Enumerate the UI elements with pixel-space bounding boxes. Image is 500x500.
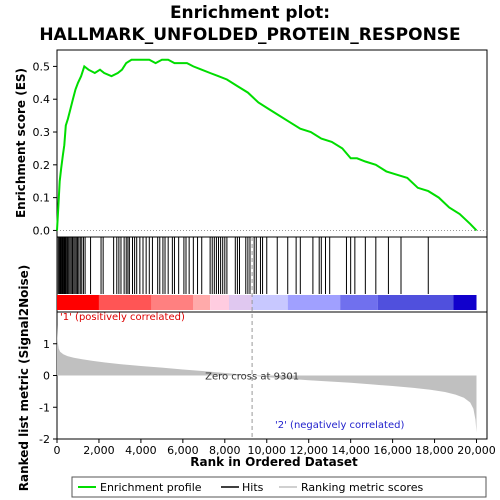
rank-x-tick-label: 16,000: [373, 444, 412, 457]
es-y-tick-label: 0.3: [33, 126, 51, 139]
enrichment-score-panel: 0.0 0.1 0.2 0.3 0.4 0.5 Enrichment score (ES): [14, 49, 488, 238]
ranking-colorbar: [57, 295, 477, 310]
chart-title-line2: HALLMARK_UNFOLDED_PROTEIN_RESPONSE: [39, 25, 460, 45]
colorbar-segment: [98, 295, 152, 310]
ranking-metric-area: [57, 324, 477, 433]
rank-x-tick-label: 6,000: [167, 444, 199, 457]
negative-correlation-label: '2' (negatively correlated): [275, 420, 404, 431]
es-y-tick-label: 0.5: [33, 60, 51, 73]
enrichment-profile-line: [56, 58, 478, 232]
rank-x-tick-label: 14,000: [331, 444, 370, 457]
metric-y-axis: -2 -1 0 1: [39, 338, 57, 446]
colorbar-segment: [193, 295, 211, 310]
es-y-tick-label: 0.0: [33, 224, 51, 237]
hits-panel: [56, 236, 488, 313]
metric-x-axis-title: Rank in Ordered Dataset: [190, 455, 358, 469]
rank-x-tick-label: 20,000: [457, 444, 496, 457]
colorbar-segment: [340, 295, 378, 310]
colorbar-segment: [210, 295, 229, 310]
rank-x-tick-label: 0: [54, 444, 61, 457]
metric-y-tick-label: 0: [43, 370, 50, 383]
es-y-axis-title: Enrichment score (ES): [14, 68, 28, 218]
es-y-axis: 0.0 0.1 0.2 0.3 0.4 0.5: [33, 60, 487, 237]
metric-y-tick-label: -1: [39, 401, 50, 414]
rank-x-axis: 0 2,000 4,000 6,000 8,000 10,000 12,000 14,000 1…: [54, 439, 496, 457]
rank-x-tick-label: 8,000: [209, 444, 241, 457]
es-y-tick-label: 0.4: [33, 93, 51, 106]
es-y-tick-label: 0.1: [33, 192, 51, 205]
positive-correlation-label: '1' (positively correlated): [60, 312, 185, 323]
chart-legend: Enrichment profile Hits Ranking metric s…: [71, 476, 487, 498]
colorbar-segment: [377, 295, 454, 310]
es-plot-frame: [56, 49, 488, 238]
rank-x-tick-label: 12,000: [289, 444, 328, 457]
colorbar-segment: [57, 295, 99, 310]
metric-y-tick-label: -2: [39, 433, 50, 446]
colorbar-segment: [229, 295, 253, 310]
legend-label-enrichment-profile: Enrichment profile: [100, 481, 202, 494]
metric-y-tick-label: 1: [43, 338, 50, 351]
rank-x-tick-label: 10,000: [248, 444, 287, 457]
es-y-tick-label: 0.2: [33, 159, 51, 172]
metric-y-axis-title: Ranked list metric (Signal2Noise): [17, 265, 31, 492]
legend-label-hits: Hits: [242, 481, 264, 494]
hit-lines: [57, 237, 429, 294]
colorbar-segment: [252, 295, 288, 310]
colorbar-segment: [453, 295, 477, 310]
rank-x-tick-label: 18,000: [415, 444, 454, 457]
legend-label-ranking-metric: Ranking metric scores: [301, 481, 423, 494]
colorbar-segment: [287, 295, 341, 310]
rank-x-tick-label: 4,000: [125, 444, 157, 457]
ranked-metric-panel: Zero cross at 9301 '1' (positively corre…: [17, 237, 496, 491]
chart-title-line1: Enrichment plot:: [170, 3, 330, 23]
rank-x-tick-label: 2,000: [83, 444, 115, 457]
colorbar-segment: [151, 295, 194, 310]
zero-cross-label: Zero cross at 9301: [205, 372, 299, 383]
